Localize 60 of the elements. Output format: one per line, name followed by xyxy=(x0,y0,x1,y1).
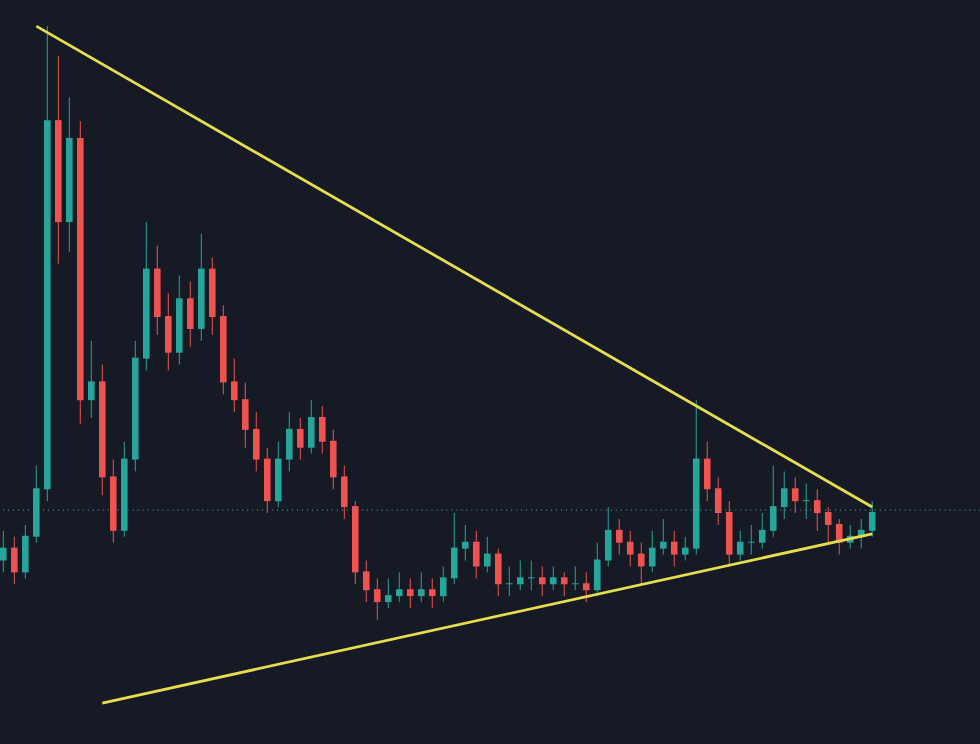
candlestick xyxy=(318,405,326,455)
candlestick xyxy=(373,577,381,621)
candlestick xyxy=(439,565,447,603)
candlestick xyxy=(472,530,480,579)
candlestick xyxy=(747,524,755,556)
candlestick xyxy=(0,530,7,573)
candlestick xyxy=(593,542,601,597)
candlestick xyxy=(604,506,612,567)
candlestick xyxy=(340,465,348,520)
candlestick xyxy=(791,476,799,514)
candlestick xyxy=(241,381,249,449)
candlestick xyxy=(549,565,557,591)
candlestick xyxy=(263,447,271,514)
candlestick xyxy=(362,560,370,603)
candlestick xyxy=(736,530,744,562)
candlestick xyxy=(87,340,95,419)
candlestick xyxy=(417,571,425,603)
candlestick xyxy=(384,577,392,609)
candlestick xyxy=(769,465,777,538)
candlestick xyxy=(450,512,458,585)
candlestick xyxy=(296,417,304,461)
candlestick xyxy=(527,560,535,591)
candlestick xyxy=(703,441,711,502)
candlestick xyxy=(494,548,502,597)
candlestick xyxy=(11,536,18,585)
candlestick xyxy=(725,500,733,567)
candlestick xyxy=(670,530,678,567)
candlestick xyxy=(516,560,524,591)
candlestick xyxy=(252,411,260,472)
candlestick xyxy=(428,577,436,609)
candlestick xyxy=(560,571,568,597)
candlestick xyxy=(681,536,689,562)
candlestick xyxy=(230,358,238,413)
candlestick xyxy=(626,530,634,567)
candlestick xyxy=(615,518,623,556)
candlestick xyxy=(329,429,337,490)
candlestick xyxy=(714,476,722,526)
candlestick xyxy=(406,577,414,609)
candlestick xyxy=(505,565,513,597)
candlestick xyxy=(274,441,282,508)
candlestick xyxy=(22,524,29,579)
candlestick xyxy=(164,292,172,372)
candlestick xyxy=(824,506,832,544)
candlestick xyxy=(813,488,821,532)
candlestick xyxy=(802,482,810,520)
candlestick xyxy=(758,512,766,550)
candlestick xyxy=(868,500,876,538)
candlestick xyxy=(648,530,656,573)
candlestick xyxy=(186,280,194,348)
candlestick xyxy=(637,542,645,585)
candlestick xyxy=(461,524,469,562)
candlestick xyxy=(659,518,667,556)
candlestick xyxy=(571,565,579,591)
candlestick xyxy=(307,399,315,455)
candlestick xyxy=(395,571,403,603)
candlestick xyxy=(780,470,788,520)
candlestick xyxy=(285,411,293,472)
candlestick xyxy=(483,536,491,573)
candlestick xyxy=(538,565,546,597)
candlestick xyxy=(582,571,590,603)
